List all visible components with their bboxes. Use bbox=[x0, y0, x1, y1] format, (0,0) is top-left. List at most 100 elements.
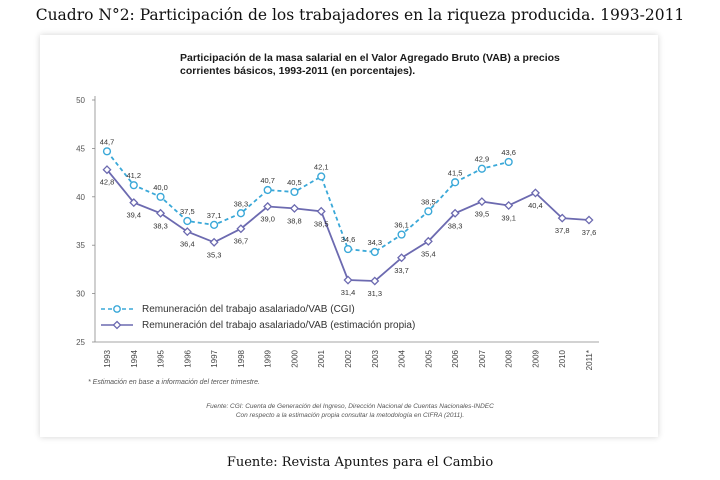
data-label: 42,8 bbox=[100, 178, 115, 187]
document-source: Fuente: Revista Apuntes para el Cambio bbox=[226, 455, 494, 470]
x-tick-label: 2008 bbox=[505, 349, 514, 367]
data-label: 40,5 bbox=[287, 178, 302, 187]
data-label: 38,3 bbox=[234, 199, 249, 208]
data-point-cgi bbox=[477, 164, 486, 173]
legend-item-propia: Remuneración del trabajo asalariado/VAB … bbox=[100, 317, 415, 333]
data-point-cgi bbox=[451, 178, 460, 187]
data-label: 37,8 bbox=[555, 226, 570, 235]
data-point-cgi bbox=[102, 147, 112, 156]
data-point-propia bbox=[370, 276, 380, 286]
x-tick-label: 2004 bbox=[398, 349, 407, 367]
data-point-cgi bbox=[236, 209, 245, 218]
chart-legend: Remuneración del trabajo asalariado/VAB … bbox=[100, 301, 415, 333]
series-line-propia bbox=[106, 169, 590, 282]
chart-card bbox=[40, 35, 658, 437]
y-tick-label: 35 bbox=[76, 241, 85, 250]
x-tick-label: 1995 bbox=[157, 349, 166, 367]
data-label: 42,9 bbox=[475, 155, 490, 164]
data-point-propia bbox=[397, 253, 407, 263]
data-label: 42,1 bbox=[314, 162, 329, 171]
chart-title-line-1: Participación de la masa salarial en el … bbox=[180, 52, 560, 64]
y-tick-label: 25 bbox=[76, 338, 85, 347]
data-label: 31,3 bbox=[367, 289, 382, 298]
data-label: 35,4 bbox=[421, 249, 436, 258]
legend-swatch-propia bbox=[101, 320, 133, 330]
data-label: 34,3 bbox=[367, 238, 382, 247]
data-point-propia bbox=[450, 208, 460, 218]
data-point-cgi bbox=[424, 207, 433, 216]
data-label: 38,8 bbox=[287, 216, 302, 225]
legend-label-cgi: Remuneración del trabajo asalariado/VAB … bbox=[142, 303, 355, 315]
data-label: 38,3 bbox=[153, 221, 168, 230]
data-point-cgi bbox=[317, 172, 326, 181]
data-label: 37,6 bbox=[582, 228, 597, 237]
data-label: 43,6 bbox=[501, 148, 516, 157]
data-point-propia bbox=[263, 201, 273, 211]
data-point-propia bbox=[156, 208, 166, 218]
data-point-cgi bbox=[210, 220, 219, 229]
data-point-propia bbox=[343, 275, 353, 285]
data-label: 38,5 bbox=[421, 197, 436, 206]
x-tick-label: 2006 bbox=[451, 349, 460, 367]
data-label: 35,3 bbox=[207, 250, 222, 259]
y-tick-label: 45 bbox=[76, 144, 85, 153]
y-tick-label: 50 bbox=[76, 96, 85, 105]
data-label: 38,5 bbox=[314, 219, 329, 228]
data-point-cgi bbox=[263, 185, 272, 195]
x-tick-label: 2009 bbox=[531, 349, 540, 367]
data-point-propia bbox=[504, 200, 514, 211]
legend-item-cgi: Remuneración del trabajo asalariado/VAB … bbox=[100, 301, 415, 317]
data-label: 38,3 bbox=[448, 221, 463, 230]
data-point-cgi bbox=[504, 157, 513, 167]
x-tick-label: 1998 bbox=[237, 349, 246, 367]
x-tick-label: 1996 bbox=[183, 349, 192, 367]
data-point-cgi bbox=[129, 181, 138, 190]
data-point-propia bbox=[584, 215, 594, 225]
chart-source-line-2: Con respecto a la estimación propia cons… bbox=[235, 412, 465, 419]
data-label: 44,7 bbox=[100, 137, 115, 146]
x-tick-label: 2001 bbox=[317, 349, 326, 367]
data-point-cgi bbox=[183, 216, 192, 226]
x-tick-label: 2010 bbox=[558, 349, 567, 367]
data-point-propia bbox=[557, 213, 567, 223]
data-label: 40,0 bbox=[153, 183, 168, 192]
data-point-propia bbox=[236, 224, 246, 234]
data-label: 31,4 bbox=[341, 288, 356, 297]
data-label: 34,6 bbox=[341, 235, 356, 244]
data-label: 36,4 bbox=[180, 240, 195, 249]
data-label: 39,1 bbox=[501, 214, 516, 223]
data-point-cgi bbox=[290, 187, 299, 197]
data-point-cgi bbox=[370, 247, 379, 257]
data-label: 39,5 bbox=[475, 210, 490, 219]
x-tick-label: 2011* bbox=[585, 350, 594, 370]
x-tick-label: 2000 bbox=[290, 349, 299, 367]
data-point-propia bbox=[102, 165, 112, 175]
chart-source: Fuente: CGI: Cuenta de Generación del In… bbox=[170, 402, 530, 420]
data-label: 41,5 bbox=[448, 168, 463, 177]
data-point-propia bbox=[477, 197, 487, 207]
data-point-cgi bbox=[397, 230, 406, 239]
data-point-propia bbox=[423, 236, 433, 246]
x-tick-label: 1999 bbox=[264, 349, 273, 367]
series-line-cgi bbox=[106, 150, 509, 253]
data-label: 36,1 bbox=[394, 221, 409, 230]
data-point-propia bbox=[209, 237, 219, 247]
chart-title: Participación de la masa salarial en el … bbox=[180, 52, 600, 78]
data-label: 40,7 bbox=[260, 176, 275, 185]
y-tick-label: 40 bbox=[76, 193, 85, 202]
data-label: 36,7 bbox=[234, 237, 249, 246]
data-point-propia bbox=[182, 227, 192, 237]
document-title: Cuadro N°2: Participación de los trabaja… bbox=[35, 6, 685, 24]
data-point-propia bbox=[129, 198, 139, 208]
x-tick-label: 1993 bbox=[103, 349, 112, 367]
data-point-propia bbox=[530, 188, 540, 198]
legend-label-propia: Remuneración del trabajo asalariado/VAB … bbox=[142, 319, 416, 331]
x-tick-label: 2007 bbox=[478, 349, 487, 367]
data-label: 41,2 bbox=[126, 171, 141, 180]
x-tick-label: 2005 bbox=[424, 349, 433, 367]
x-tick-label: 2002 bbox=[344, 349, 353, 367]
chart-footnote: * Estimación en base a información del t… bbox=[88, 379, 260, 386]
chart-title-line-2: corrientes básicos, 1993-2011 (en porcen… bbox=[180, 65, 416, 77]
chart-source-line-1: Fuente: CGI: Cuenta de Generación del In… bbox=[206, 403, 494, 410]
